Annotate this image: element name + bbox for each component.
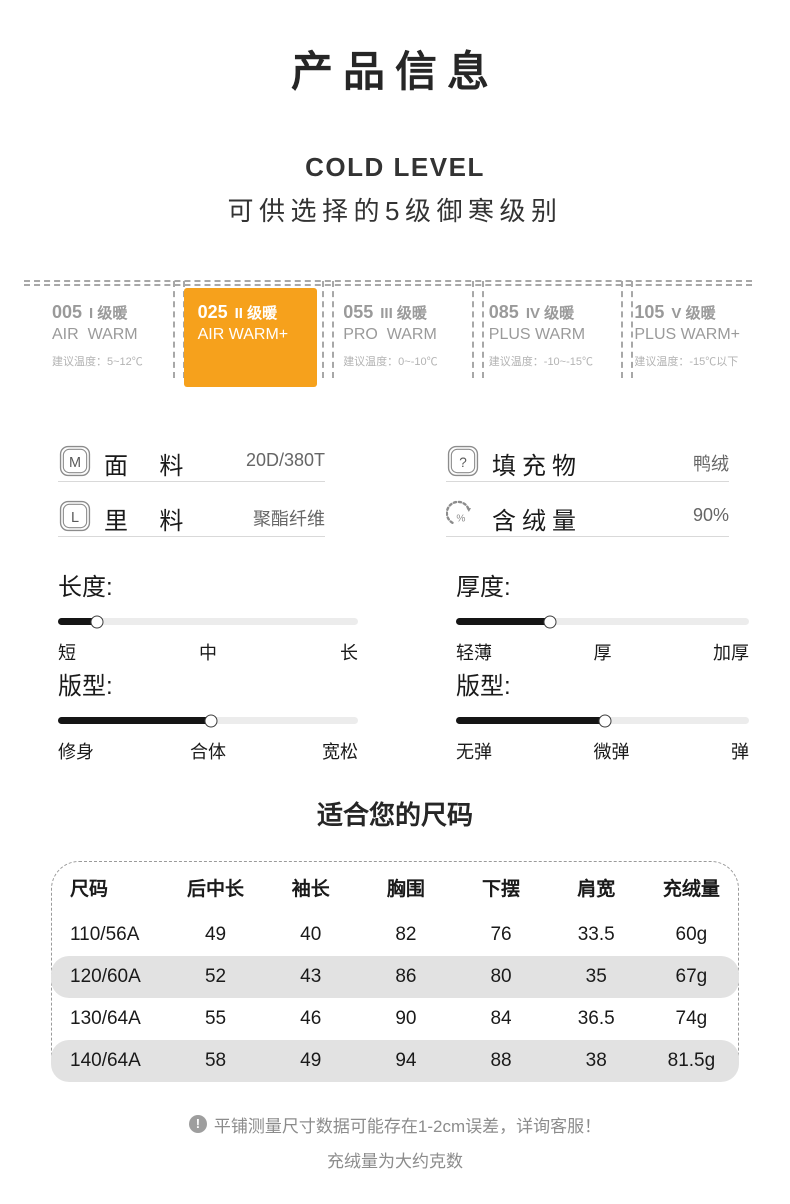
- svg-text:%: %: [456, 514, 465, 525]
- svg-text:M: M: [69, 455, 81, 471]
- svg-text:?: ?: [459, 455, 467, 470]
- svg-text:L: L: [71, 510, 79, 526]
